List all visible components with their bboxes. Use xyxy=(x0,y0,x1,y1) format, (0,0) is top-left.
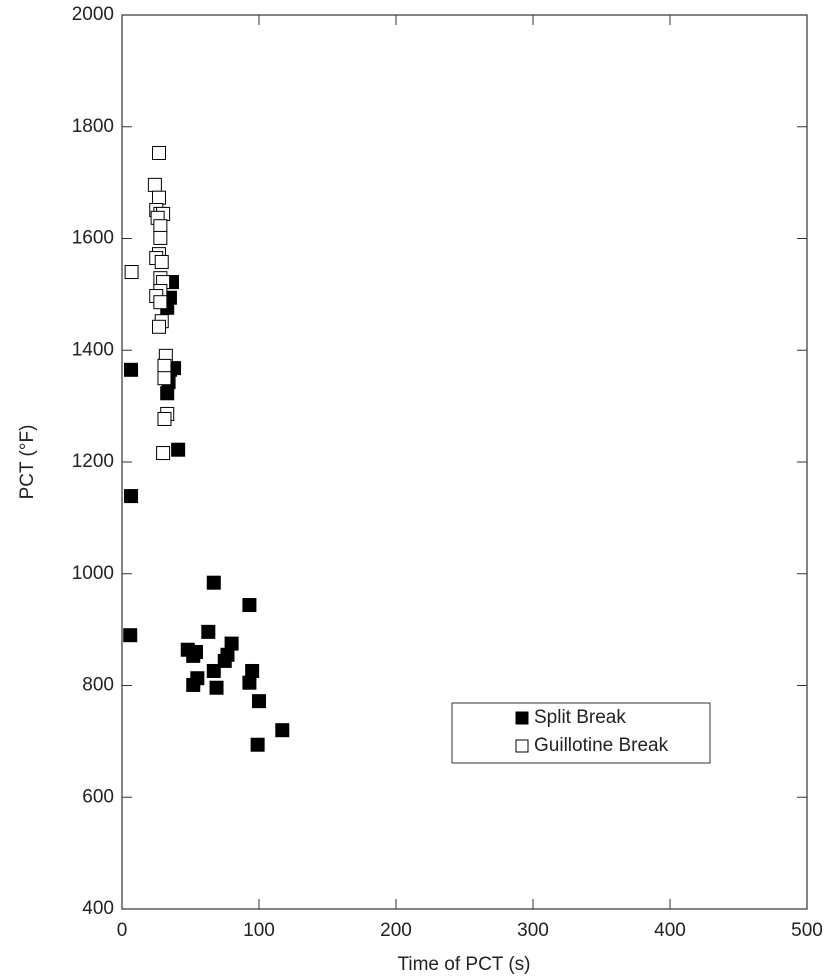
point xyxy=(186,677,201,692)
point xyxy=(157,371,172,386)
point xyxy=(250,737,265,752)
point xyxy=(153,295,168,310)
x-tick-label: 100 xyxy=(243,920,275,941)
point xyxy=(156,446,171,461)
point xyxy=(153,219,168,234)
legend-label: Split Break xyxy=(534,707,626,728)
legend-marker xyxy=(515,739,529,753)
point xyxy=(201,624,216,639)
point xyxy=(147,177,162,192)
x-tick-label: 200 xyxy=(380,920,412,941)
point xyxy=(157,411,172,426)
x-tick-label: 300 xyxy=(517,920,549,941)
legend-marker xyxy=(515,711,529,725)
y-tick-label: 2000 xyxy=(72,4,114,25)
x-axis-label: Time of PCT (s) xyxy=(397,954,530,975)
point xyxy=(151,190,166,205)
legend-label: Guillotine Break xyxy=(534,735,669,756)
point xyxy=(160,386,175,401)
point xyxy=(275,723,290,738)
point xyxy=(252,694,266,709)
point xyxy=(124,265,139,280)
point xyxy=(206,575,221,590)
point xyxy=(154,254,169,269)
x-tick-label: 500 xyxy=(791,920,823,941)
point xyxy=(171,442,186,457)
point xyxy=(209,680,224,695)
point xyxy=(124,362,139,377)
point xyxy=(124,489,139,504)
x-tick-label: 0 xyxy=(117,920,128,941)
point xyxy=(242,598,257,613)
point xyxy=(245,663,260,678)
point xyxy=(157,358,172,373)
y-tick-label: 1400 xyxy=(72,339,114,360)
y-tick-label: 1600 xyxy=(72,228,114,249)
x-tick-label: 400 xyxy=(654,920,686,941)
point xyxy=(206,663,221,678)
point xyxy=(151,319,166,334)
y-axis-label: PCT (°F) xyxy=(17,425,38,500)
point xyxy=(186,648,201,663)
y-tick-label: 1200 xyxy=(72,451,114,472)
plot-frame xyxy=(121,14,808,910)
point xyxy=(242,675,257,690)
legend-box xyxy=(451,702,711,764)
y-tick-label: 400 xyxy=(82,898,114,919)
point xyxy=(217,653,232,668)
point xyxy=(151,146,166,161)
point xyxy=(153,230,168,245)
point xyxy=(123,628,138,643)
y-tick-label: 1000 xyxy=(72,563,114,584)
y-tick-label: 1800 xyxy=(72,116,114,137)
y-tick-label: 800 xyxy=(82,675,114,696)
y-tick-label: 600 xyxy=(82,786,114,807)
